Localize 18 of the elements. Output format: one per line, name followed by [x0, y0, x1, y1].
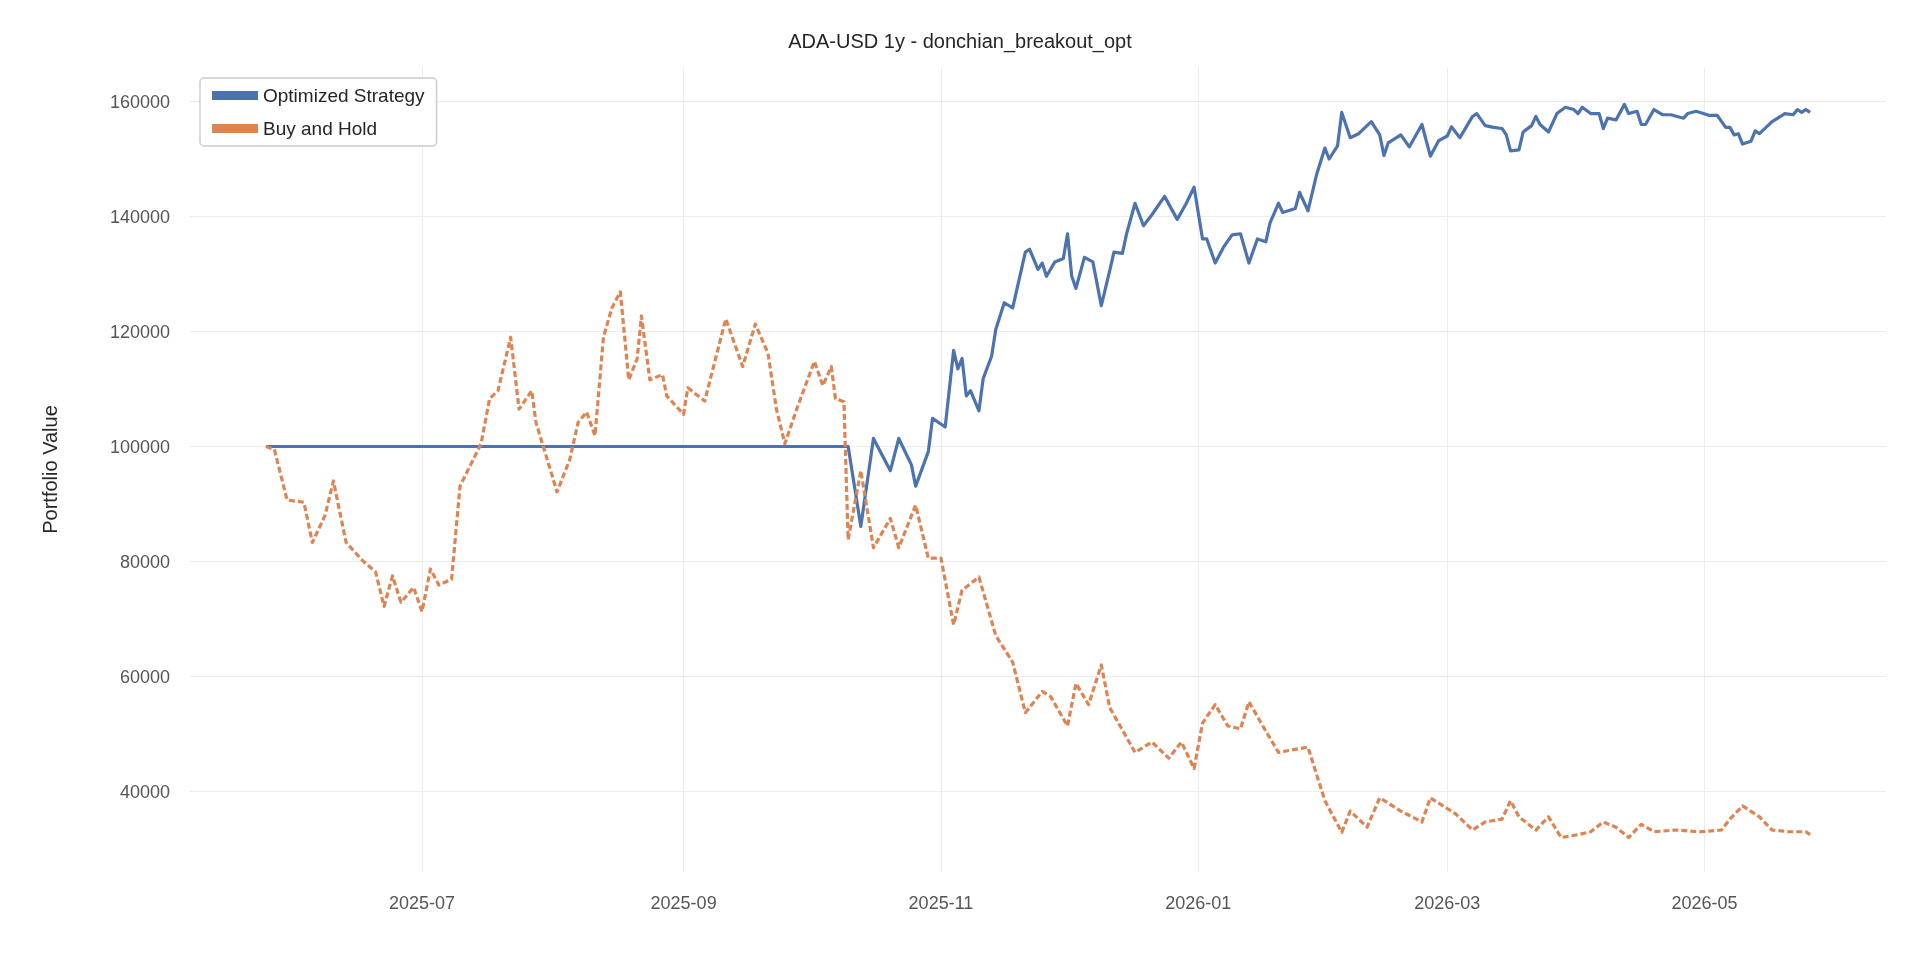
- y-tick-label: 40000: [119, 781, 170, 802]
- x-tick-label: 2026-05: [1671, 893, 1738, 913]
- x-tick-label: 2026-01: [1165, 893, 1232, 913]
- x-tick-label: 2025-07: [389, 893, 456, 913]
- y-tick-label: 140000: [109, 206, 170, 227]
- x-tick-label: 2025-11: [908, 893, 974, 913]
- legend-label: Buy and Hold: [263, 118, 378, 139]
- chart-title: ADA-USD 1y - donchian_breakout_opt: [788, 30, 1133, 53]
- y-axis-title: Portfolio Value: [39, 405, 61, 534]
- line-series: [264, 290, 1812, 840]
- x-tick-label: 2026-03: [1414, 893, 1481, 913]
- y-tick-label: 120000: [109, 321, 170, 342]
- y-tick-label: 80000: [119, 551, 170, 572]
- y-tick-label: 60000: [119, 666, 170, 687]
- x-tick-label: 2025-09: [650, 893, 717, 913]
- legend-label: Optimized Strategy: [263, 85, 426, 106]
- y-tick-label: 160000: [109, 91, 170, 112]
- y-tick-label: 100000: [109, 436, 170, 457]
